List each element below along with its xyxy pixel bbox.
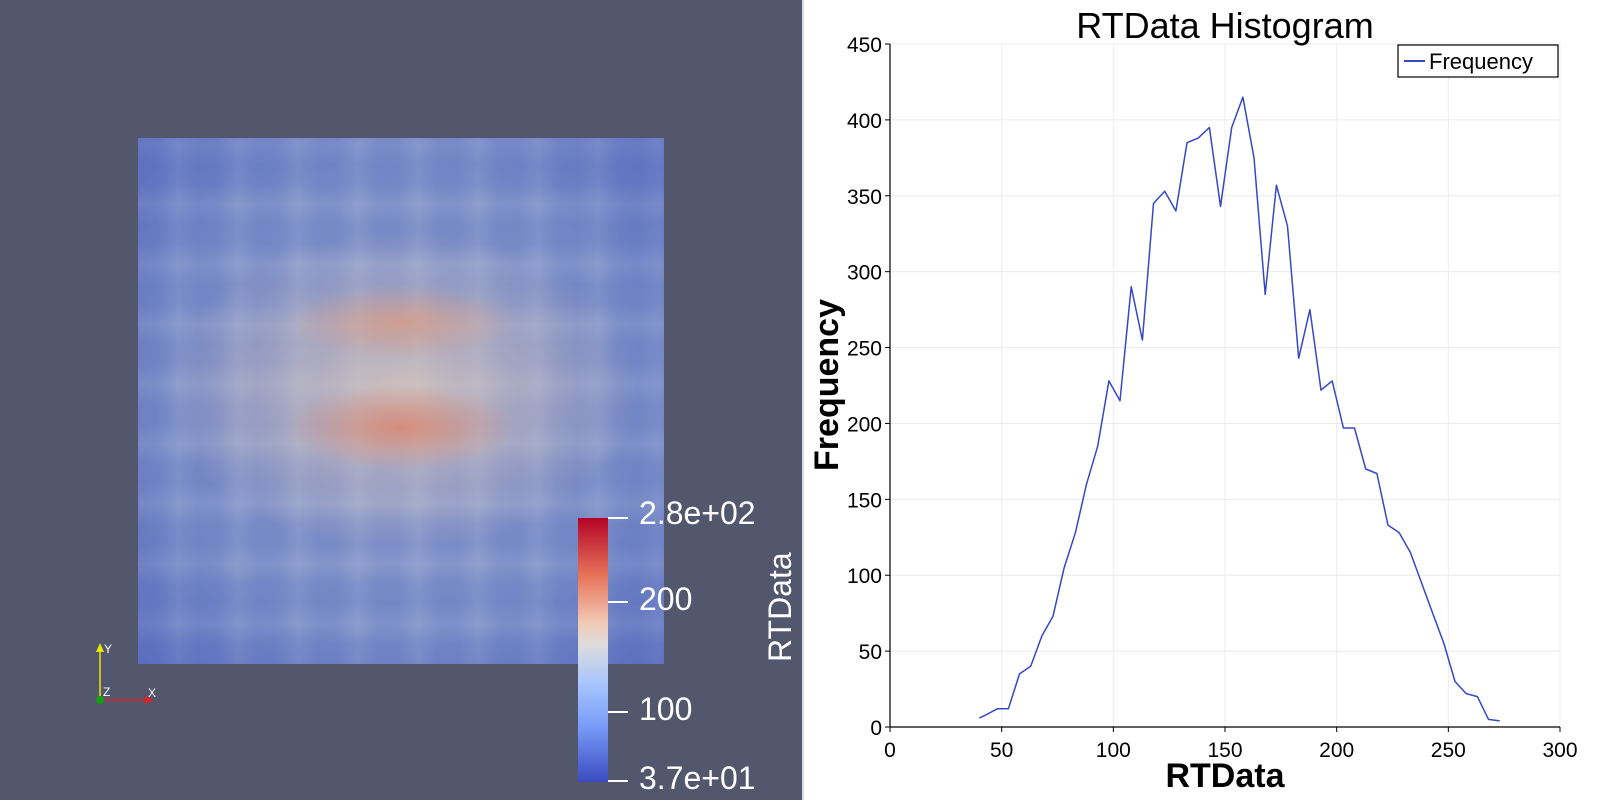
chart-legend[interactable]: Frequency xyxy=(1397,44,1559,78)
y-tick-label: 0 xyxy=(870,717,882,740)
x-axis-title: RTData xyxy=(1165,757,1285,795)
y-tick-label: 150 xyxy=(847,489,882,512)
grid-lines xyxy=(890,43,1561,727)
x-tick-label: 150 xyxy=(1207,739,1242,762)
colorbar-tick-100 xyxy=(608,711,628,713)
y-axis-arrow-icon xyxy=(96,643,104,652)
color-legend-bar xyxy=(578,518,608,782)
colorbar-min-label: 3.7e+01 xyxy=(639,760,756,796)
x-tick-label: 100 xyxy=(1096,739,1131,762)
histogram-line-chart-view[interactable]: 0 50 100 150 200 250 300 350 400 450 0 50 100 150 200 2… xyxy=(804,0,1600,800)
x-axis-label: X xyxy=(148,686,156,700)
colorbar-max-label: 2.8e+02 xyxy=(639,495,756,531)
y-tick-label: 50 xyxy=(859,641,882,664)
y-tick-label: 300 xyxy=(847,262,882,285)
y-axis-title: Frequency xyxy=(808,299,846,471)
histogram-chart: 0 50 100 150 200 250 300 350 400 450 0 50 100 150 200 2… xyxy=(808,5,1578,795)
legend-label-frequency: Frequency xyxy=(1429,49,1533,74)
colorbar-tick-200 xyxy=(608,601,628,603)
z-axis-label: Z xyxy=(103,685,110,699)
x-tick-label: 300 xyxy=(1542,739,1577,762)
colorbar-label-100: 100 xyxy=(639,691,693,727)
y-tick-label: 100 xyxy=(847,565,882,588)
y-tick-label: 350 xyxy=(847,186,882,209)
x-tick-label: 50 xyxy=(990,739,1013,762)
chart-title: RTData Histogram xyxy=(1076,5,1373,46)
z-axis-dot-icon xyxy=(96,696,104,704)
x-tick-label: 0 xyxy=(884,739,896,762)
colorbar-tick-max xyxy=(608,517,628,519)
series-line-frequency xyxy=(978,96,1500,722)
axis-ticks: 0 50 100 150 200 250 300 350 400 450 0 50 100 150 200 2… xyxy=(847,34,1578,762)
colorbar-label-200: 200 xyxy=(639,581,693,617)
render-view-3d[interactable]: 2.8e+02 200 100 3.7e+01 RTData Y X Z xyxy=(0,0,802,800)
orientation-axes-widget: Y X Z xyxy=(96,642,156,704)
y-axis-label: Y xyxy=(104,642,112,656)
y-tick-label: 200 xyxy=(847,413,882,436)
y-tick-label: 250 xyxy=(847,338,882,361)
view-splitter[interactable] xyxy=(802,0,804,800)
colorbar-tick-min xyxy=(608,780,628,782)
x-tick-label: 200 xyxy=(1319,739,1354,762)
y-tick-label: 400 xyxy=(847,110,882,133)
x-axis-arrow-icon xyxy=(145,696,154,704)
y-tick-label: 450 xyxy=(847,34,882,57)
x-tick-label: 250 xyxy=(1431,739,1466,762)
rtdata-slice-surface xyxy=(138,138,664,664)
colorbar-title: RTData xyxy=(762,552,798,662)
